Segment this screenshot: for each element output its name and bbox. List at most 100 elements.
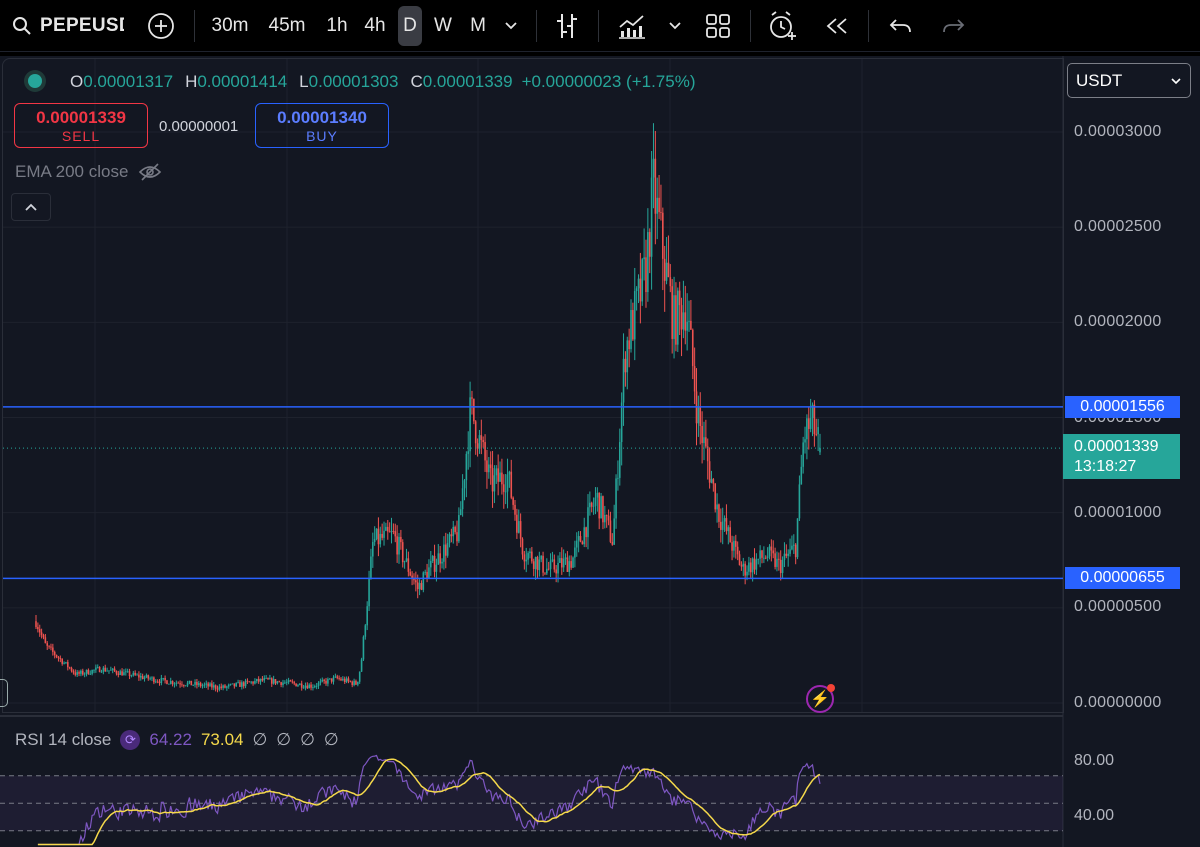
candle-body: [304, 685, 307, 688]
sell-button[interactable]: 0.00001339 SELL: [14, 103, 148, 148]
candle-body: [358, 671, 361, 682]
refresh-icon[interactable]: ⟳: [120, 730, 141, 750]
timeframe-4h[interactable]: 4h: [364, 15, 386, 36]
candle-body: [184, 685, 187, 687]
replay-button[interactable]: [822, 0, 852, 52]
candle-body: [632, 310, 634, 340]
candle-body: [385, 526, 387, 531]
bar-type-button[interactable]: [552, 0, 582, 52]
candle-body: [306, 685, 309, 689]
candle-body: [357, 681, 359, 685]
timeframe-w[interactable]: W: [434, 15, 452, 36]
market-status-icon: [28, 74, 42, 88]
rsi-extra-value: ∅: [252, 730, 268, 749]
timeframe-dropdown[interactable]: [500, 0, 522, 52]
candle-body: [299, 683, 301, 686]
candle-body: [310, 684, 312, 688]
scroll-handle[interactable]: [0, 679, 8, 707]
candle-body: [705, 437, 707, 447]
toolbar-divider: [750, 10, 751, 42]
redo-button[interactable]: [938, 0, 968, 52]
candle-body: [285, 682, 288, 683]
candle-body: [624, 358, 627, 373]
candle-body: [690, 320, 692, 330]
candle-body: [428, 567, 430, 579]
undo-button[interactable]: [886, 0, 916, 52]
candle-body: [328, 678, 331, 680]
candle-body: [74, 672, 77, 675]
candle-body: [755, 559, 758, 570]
candle-body: [811, 404, 814, 419]
layout-button[interactable]: [702, 0, 734, 52]
timeframe-1h[interactable]: 1h: [326, 15, 348, 36]
horizontal-line-label-upper[interactable]: 0.00001556: [1065, 396, 1180, 418]
candle-body: [796, 518, 799, 558]
collapse-legend-button[interactable]: [11, 193, 51, 221]
candle-body: [315, 685, 318, 687]
candle-body: [366, 606, 368, 626]
candle-body: [691, 329, 694, 367]
candle-body: [35, 621, 37, 628]
candle-body: [589, 502, 591, 508]
timeframe-d[interactable]: D: [398, 6, 422, 46]
toolbar-divider: [536, 10, 537, 42]
candle-body: [345, 678, 348, 683]
top-toolbar: PEPEUSDT 30m 45m 1h 4h D W M: [0, 0, 1200, 52]
candle-body: [297, 685, 299, 687]
candle-body: [491, 468, 494, 492]
candle-body: [113, 668, 116, 672]
candle-body: [474, 421, 477, 444]
candle-body: [444, 544, 447, 556]
candle-body: [514, 504, 516, 515]
candle-body: [334, 676, 337, 678]
candle-body: [648, 232, 651, 257]
lightning-icon[interactable]: ⚡: [806, 684, 835, 713]
candle-body: [463, 480, 466, 489]
candle-body: [686, 321, 688, 331]
buy-button[interactable]: 0.00001340 BUY: [255, 103, 389, 148]
ema-label: EMA 200 close: [15, 162, 129, 181]
candle-body: [158, 681, 161, 683]
replay-icon: [823, 16, 851, 36]
candle-body: [495, 468, 498, 476]
ema-indicator-legend[interactable]: EMA 200 close: [15, 162, 162, 182]
candle-body: [607, 515, 610, 521]
candle-body: [205, 683, 208, 685]
timeframe-m[interactable]: M: [470, 15, 486, 36]
candle-body: [734, 540, 737, 547]
timeframe-45m[interactable]: 45m: [268, 15, 306, 36]
candle-body: [403, 561, 406, 563]
candle-body: [746, 571, 748, 576]
timeframe-30m[interactable]: 30m: [211, 15, 249, 36]
candle-body: [546, 568, 548, 574]
candle-body: [701, 425, 703, 444]
rsi-name: RSI 14 close: [15, 730, 112, 749]
candle-body: [183, 685, 185, 686]
alert-button[interactable]: [766, 0, 800, 52]
add-symbol-button[interactable]: [146, 0, 176, 52]
rsi-ma-value: 73.04: [200, 730, 244, 749]
candle-body: [197, 683, 200, 686]
candle-body: [136, 674, 138, 676]
candle-body: [424, 571, 426, 573]
candle-body: [729, 527, 731, 543]
candle-body: [506, 474, 509, 492]
candle-body: [807, 418, 810, 429]
bar-type-icon: [554, 12, 580, 40]
indicators-dropdown[interactable]: [664, 0, 686, 52]
candle-body: [370, 556, 372, 579]
candle-body: [214, 685, 217, 689]
currency-select[interactable]: USDT: [1067, 63, 1191, 98]
candle-body: [227, 684, 230, 687]
candle-body: [418, 583, 421, 590]
candle-body: [532, 561, 535, 569]
symbol-search[interactable]: PEPEUSDT: [12, 0, 124, 52]
indicators-button[interactable]: [616, 0, 648, 52]
candle-body: [272, 679, 275, 684]
horizontal-line-label-lower[interactable]: 0.00000655: [1065, 567, 1180, 589]
rsi-legend[interactable]: RSI 14 close ⟳ 64.22 73.04 ∅ ∅ ∅ ∅: [15, 730, 339, 750]
eye-hidden-icon[interactable]: [138, 162, 162, 182]
candle-body: [615, 478, 617, 519]
candle-body: [327, 679, 329, 684]
